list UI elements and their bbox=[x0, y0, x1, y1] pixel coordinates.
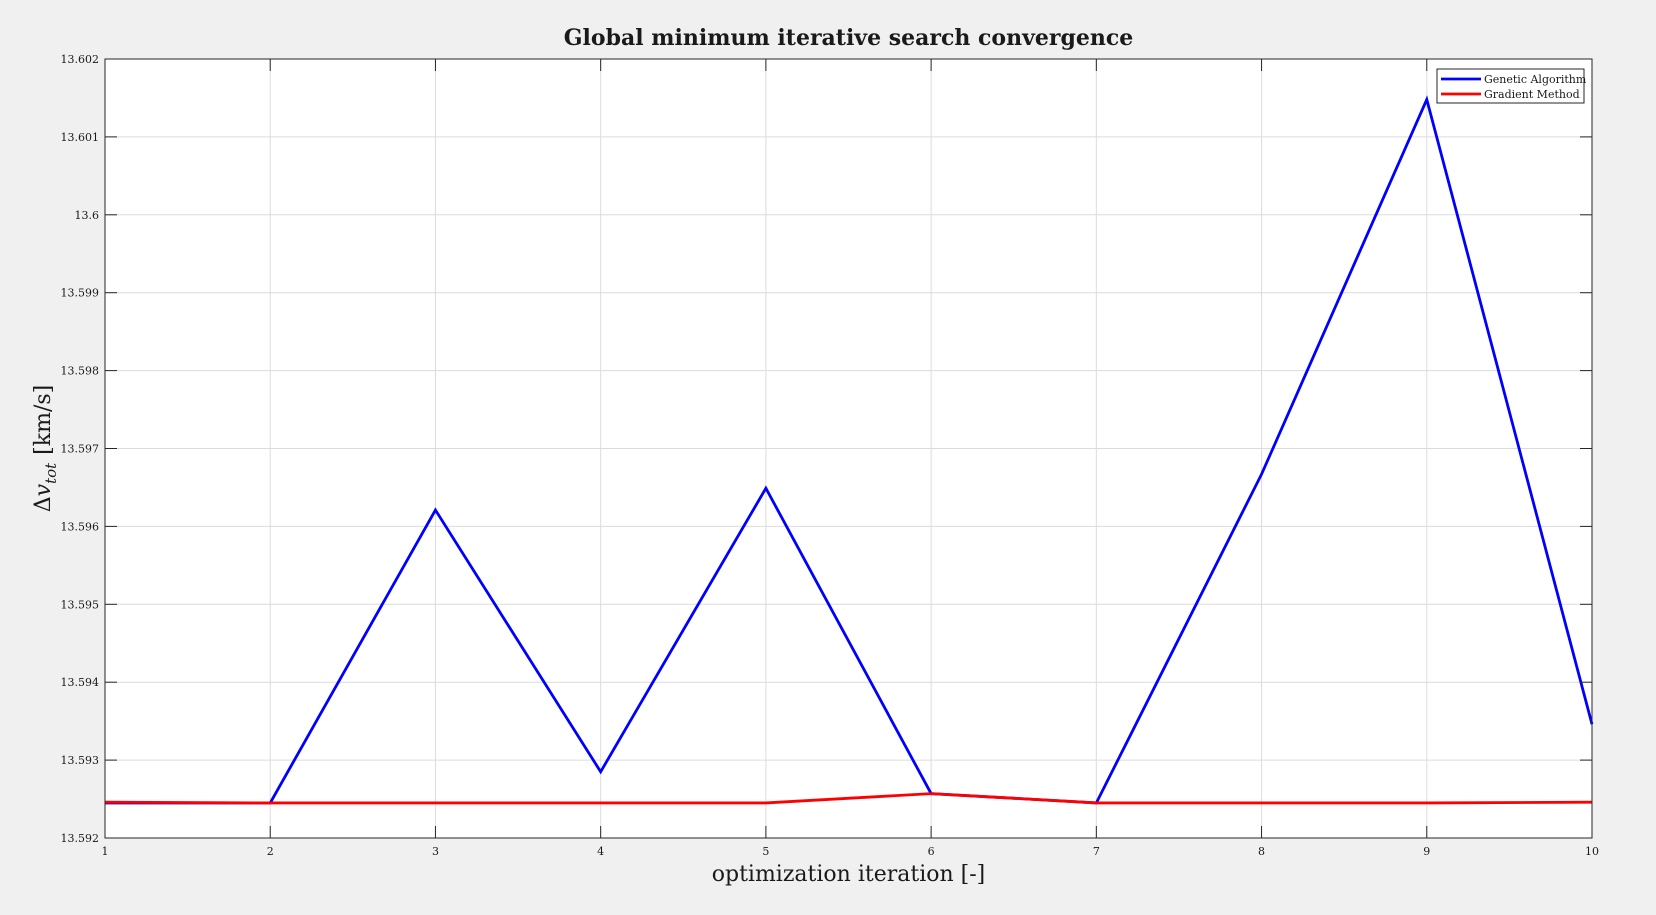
x-axis-label: optimization iteration [-] bbox=[712, 862, 986, 887]
x-tick-label: 1 bbox=[102, 845, 109, 858]
y-tick-label: 13.592 bbox=[61, 832, 100, 845]
x-tick-label: 5 bbox=[762, 845, 769, 858]
series-line-genetic-algorithm bbox=[105, 95, 1594, 805]
x-tick-label: 7 bbox=[1093, 845, 1100, 858]
legend-label: Genetic Algorithm bbox=[1484, 73, 1587, 86]
y-tick-label: 13.6 bbox=[75, 209, 100, 222]
y-axis-label-delta: Δ bbox=[31, 496, 56, 512]
y-tick-label: 13.601 bbox=[61, 131, 100, 144]
y-tick-label: 13.596 bbox=[61, 520, 100, 533]
x-tick-label: 6 bbox=[928, 845, 935, 858]
y-tick-label: 13.594 bbox=[61, 676, 100, 689]
y-tick-label: 13.602 bbox=[61, 53, 100, 66]
x-tick-label: 4 bbox=[597, 845, 604, 858]
series-line-gradient-method bbox=[104, 792, 1593, 805]
y-axis-label-sub: tot bbox=[42, 462, 60, 484]
y-axis-label-units: [km/s] bbox=[31, 385, 56, 455]
x-tick-label: 2 bbox=[267, 845, 274, 858]
axis-ticks bbox=[104, 58, 1593, 839]
legend-box bbox=[1436, 68, 1585, 104]
y-axis-label-var: v bbox=[31, 483, 56, 496]
y-tick-label: 13.598 bbox=[61, 365, 100, 378]
x-tick-label: 9 bbox=[1423, 845, 1430, 858]
y-tick-label: 13.593 bbox=[61, 754, 100, 767]
x-tick-label: 3 bbox=[432, 845, 439, 858]
grid-lines bbox=[105, 59, 1592, 838]
x-tick-label: 10 bbox=[1585, 845, 1599, 858]
x-tick-label: 8 bbox=[1258, 845, 1265, 858]
series-lines bbox=[104, 95, 1594, 805]
chart-title: Global minimum iterative search converge… bbox=[564, 25, 1133, 51]
legend-label: Gradient Method bbox=[1484, 88, 1580, 101]
y-tick-label: 13.599 bbox=[61, 287, 100, 300]
y-tick-label: 13.595 bbox=[61, 598, 100, 611]
legend: Genetic Algorithm Gradient Method bbox=[1436, 68, 1587, 104]
y-tick-label: 13.597 bbox=[61, 443, 100, 456]
tick-labels: 1 2 3 4 5 6 7 8 9 10 13.592 13.593 13.594 13.595 13.59… bbox=[61, 53, 1600, 858]
y-axis-label: Δvtot [km/s] bbox=[31, 385, 60, 512]
